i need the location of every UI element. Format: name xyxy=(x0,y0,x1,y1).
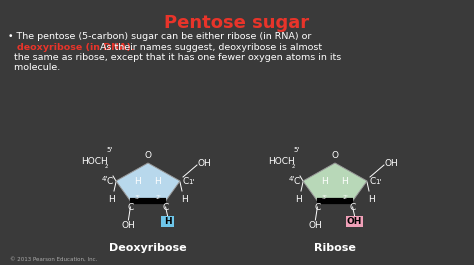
Text: C: C xyxy=(183,176,189,186)
Text: H: H xyxy=(182,195,188,204)
Text: HOCH: HOCH xyxy=(81,157,108,166)
Text: OH: OH xyxy=(198,158,212,167)
Text: OH: OH xyxy=(309,221,322,230)
Text: the same as ribose, except that it has one fewer oxygen atoms in its: the same as ribose, except that it has o… xyxy=(8,53,341,62)
Text: molecule.: molecule. xyxy=(8,64,60,73)
Text: Deoxyribose: Deoxyribose xyxy=(109,243,187,253)
Text: C: C xyxy=(128,203,134,212)
Text: H: H xyxy=(296,195,302,204)
Text: C: C xyxy=(314,203,320,212)
Text: 5': 5' xyxy=(107,147,113,153)
Text: H: H xyxy=(155,176,161,186)
Text: Pentose sugar: Pentose sugar xyxy=(164,14,310,32)
Text: 2: 2 xyxy=(292,164,295,169)
FancyBboxPatch shape xyxy=(346,215,363,227)
FancyBboxPatch shape xyxy=(161,215,174,227)
Text: C: C xyxy=(370,176,376,186)
Text: H: H xyxy=(109,195,115,204)
Polygon shape xyxy=(303,163,367,201)
Text: © 2013 Pearson Education, Inc.: © 2013 Pearson Education, Inc. xyxy=(10,257,97,262)
Text: C: C xyxy=(163,203,169,212)
Text: OH: OH xyxy=(121,221,135,230)
Text: O: O xyxy=(145,151,152,160)
Text: 2': 2' xyxy=(343,195,348,200)
Text: C: C xyxy=(349,203,356,212)
Text: H: H xyxy=(322,176,328,186)
Text: H: H xyxy=(135,176,141,186)
Text: H: H xyxy=(369,195,375,204)
Text: 2: 2 xyxy=(104,164,108,169)
Text: C: C xyxy=(294,176,300,186)
Text: Ribose: Ribose xyxy=(314,243,356,253)
Text: As their names suggest, deoxyribose is almost: As their names suggest, deoxyribose is a… xyxy=(97,42,322,51)
Text: 4': 4' xyxy=(102,176,108,182)
Text: OH: OH xyxy=(385,158,399,167)
Text: 4': 4' xyxy=(289,176,295,182)
Text: 1': 1' xyxy=(188,179,194,185)
Text: 5': 5' xyxy=(294,147,300,153)
Text: 2': 2' xyxy=(156,195,162,200)
Text: H: H xyxy=(342,176,348,186)
Text: O: O xyxy=(331,151,338,160)
Text: HOCH: HOCH xyxy=(268,157,295,166)
Text: deoxyribose (in DNA).: deoxyribose (in DNA). xyxy=(17,42,135,51)
Text: C: C xyxy=(107,176,113,186)
Text: H: H xyxy=(164,217,172,226)
Text: 1': 1' xyxy=(375,179,382,185)
Polygon shape xyxy=(116,163,180,201)
Text: • The pentose (5-carbon) sugar can be either ribose (in RNA) or: • The pentose (5-carbon) sugar can be ei… xyxy=(8,32,311,41)
Text: 3': 3' xyxy=(321,195,327,200)
Text: OH: OH xyxy=(347,217,362,226)
Text: 3': 3' xyxy=(135,195,140,200)
